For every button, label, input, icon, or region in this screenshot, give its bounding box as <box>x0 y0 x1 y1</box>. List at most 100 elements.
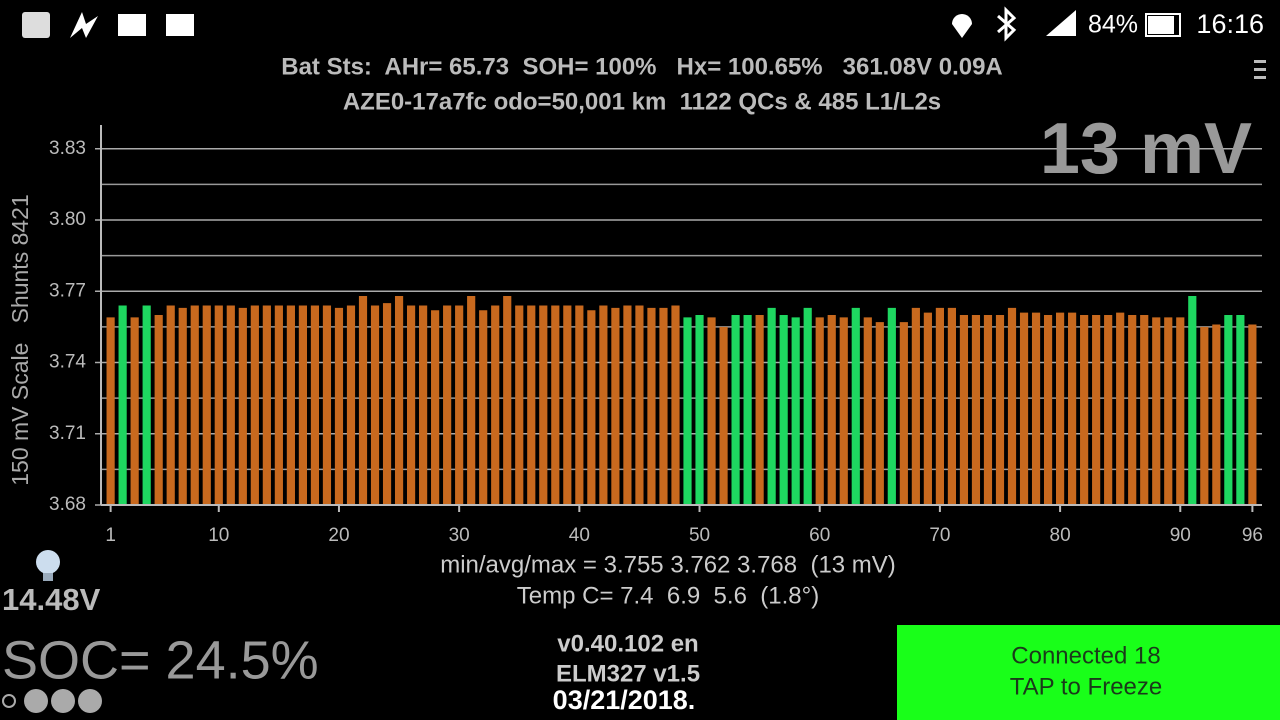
bar <box>431 310 440 505</box>
bar <box>118 305 127 505</box>
bar <box>406 305 416 505</box>
battery-icon <box>1145 13 1181 37</box>
bar <box>983 315 993 505</box>
bar <box>322 305 332 505</box>
bar <box>803 307 812 505</box>
location-icon <box>952 14 972 38</box>
bar <box>755 315 764 505</box>
bar <box>515 305 524 505</box>
bar <box>659 307 668 505</box>
bar <box>551 305 560 505</box>
bar <box>1188 296 1197 505</box>
bar <box>467 296 476 505</box>
bar <box>575 305 584 505</box>
y-tick-label: 3.83 <box>49 138 86 159</box>
bluetooth-icon <box>997 6 1017 42</box>
bar <box>250 305 259 505</box>
bar <box>539 305 548 505</box>
x-tick-label: 50 <box>689 525 710 546</box>
bar <box>743 315 752 505</box>
soc: SOC= 24.5% <box>2 630 319 690</box>
battery-percent: 84% <box>1088 11 1138 39</box>
bar <box>647 307 656 505</box>
bar <box>935 307 944 505</box>
bar <box>142 305 151 505</box>
adapter-version: ELM327 v1.5 <box>556 660 700 687</box>
bar <box>334 307 344 505</box>
bar <box>695 315 704 505</box>
bar <box>1176 317 1185 505</box>
bar <box>1128 315 1137 505</box>
bar <box>971 315 981 505</box>
bar <box>587 310 596 505</box>
bar <box>563 305 572 505</box>
stats-line: Temp C= 7.4 6.9 5.6 (1.8°) <box>517 582 819 609</box>
y-tick-label: 3.74 <box>49 352 86 373</box>
bulb-base <box>43 573 53 581</box>
bar <box>226 305 235 505</box>
bar <box>1007 307 1017 505</box>
bar <box>635 305 644 505</box>
bar <box>130 317 139 505</box>
bar <box>875 322 884 505</box>
bar <box>851 307 860 505</box>
bar <box>767 307 776 505</box>
bar <box>443 305 452 505</box>
bar <box>310 305 320 505</box>
button-text[interactable]: Connected 18 <box>1011 642 1160 669</box>
bar <box>503 296 512 505</box>
outlook-icon <box>166 14 194 36</box>
bar <box>1212 324 1221 505</box>
bar <box>1092 315 1101 505</box>
header-line: AZE0-17a7fc odo=50,001 km 1122 QCs & 485… <box>343 88 941 115</box>
bar <box>106 317 115 505</box>
bar <box>358 296 368 505</box>
bar <box>527 305 536 505</box>
bar <box>923 312 932 505</box>
header-line: Bat Sts: AHr= 65.73 SOH= 100% Hx= 100.65… <box>281 53 1003 80</box>
bar <box>1056 312 1065 505</box>
notification-icon <box>70 12 98 38</box>
bar <box>887 307 896 505</box>
app-icon <box>22 12 50 38</box>
bar <box>455 305 464 505</box>
bar <box>214 305 223 505</box>
button-background[interactable] <box>897 625 1280 720</box>
bar <box>178 307 187 505</box>
bar <box>190 305 199 505</box>
bar <box>791 317 800 505</box>
x-tick-label: 10 <box>208 525 229 546</box>
x-tick-label: 96 <box>1242 525 1263 546</box>
y-tick-label: 3.80 <box>49 209 86 230</box>
bar <box>599 305 608 505</box>
x-tick-label: 70 <box>929 525 950 546</box>
bar <box>707 317 716 505</box>
bar <box>1080 315 1089 505</box>
bar <box>827 315 836 505</box>
bar <box>1068 312 1077 505</box>
x-tick-label: 90 <box>1170 525 1191 546</box>
bar <box>719 326 728 505</box>
date: 03/21/2018. <box>553 685 696 715</box>
menu-icon[interactable] <box>1254 60 1266 79</box>
bar <box>671 305 680 505</box>
bar <box>1116 312 1125 505</box>
y-tick-label: 3.68 <box>49 494 86 515</box>
app-version: v0.40.102 en <box>557 630 698 657</box>
button-text[interactable]: TAP to Freeze <box>1010 673 1163 700</box>
bar <box>238 307 247 505</box>
bar <box>815 317 824 505</box>
bar <box>1031 312 1041 505</box>
bar <box>959 315 969 505</box>
freeze-button[interactable]: Connected 18 TAP to Freeze <box>897 625 1280 720</box>
bar <box>419 305 428 505</box>
x-tick-label: 40 <box>569 525 590 546</box>
progress-dots <box>2 689 102 713</box>
bar <box>947 307 957 505</box>
stats-line: min/avg/max = 3.755 3.762 3.768 (13 mV) <box>440 551 896 578</box>
bar <box>911 307 920 505</box>
bar <box>1248 324 1257 505</box>
bar <box>346 305 356 505</box>
